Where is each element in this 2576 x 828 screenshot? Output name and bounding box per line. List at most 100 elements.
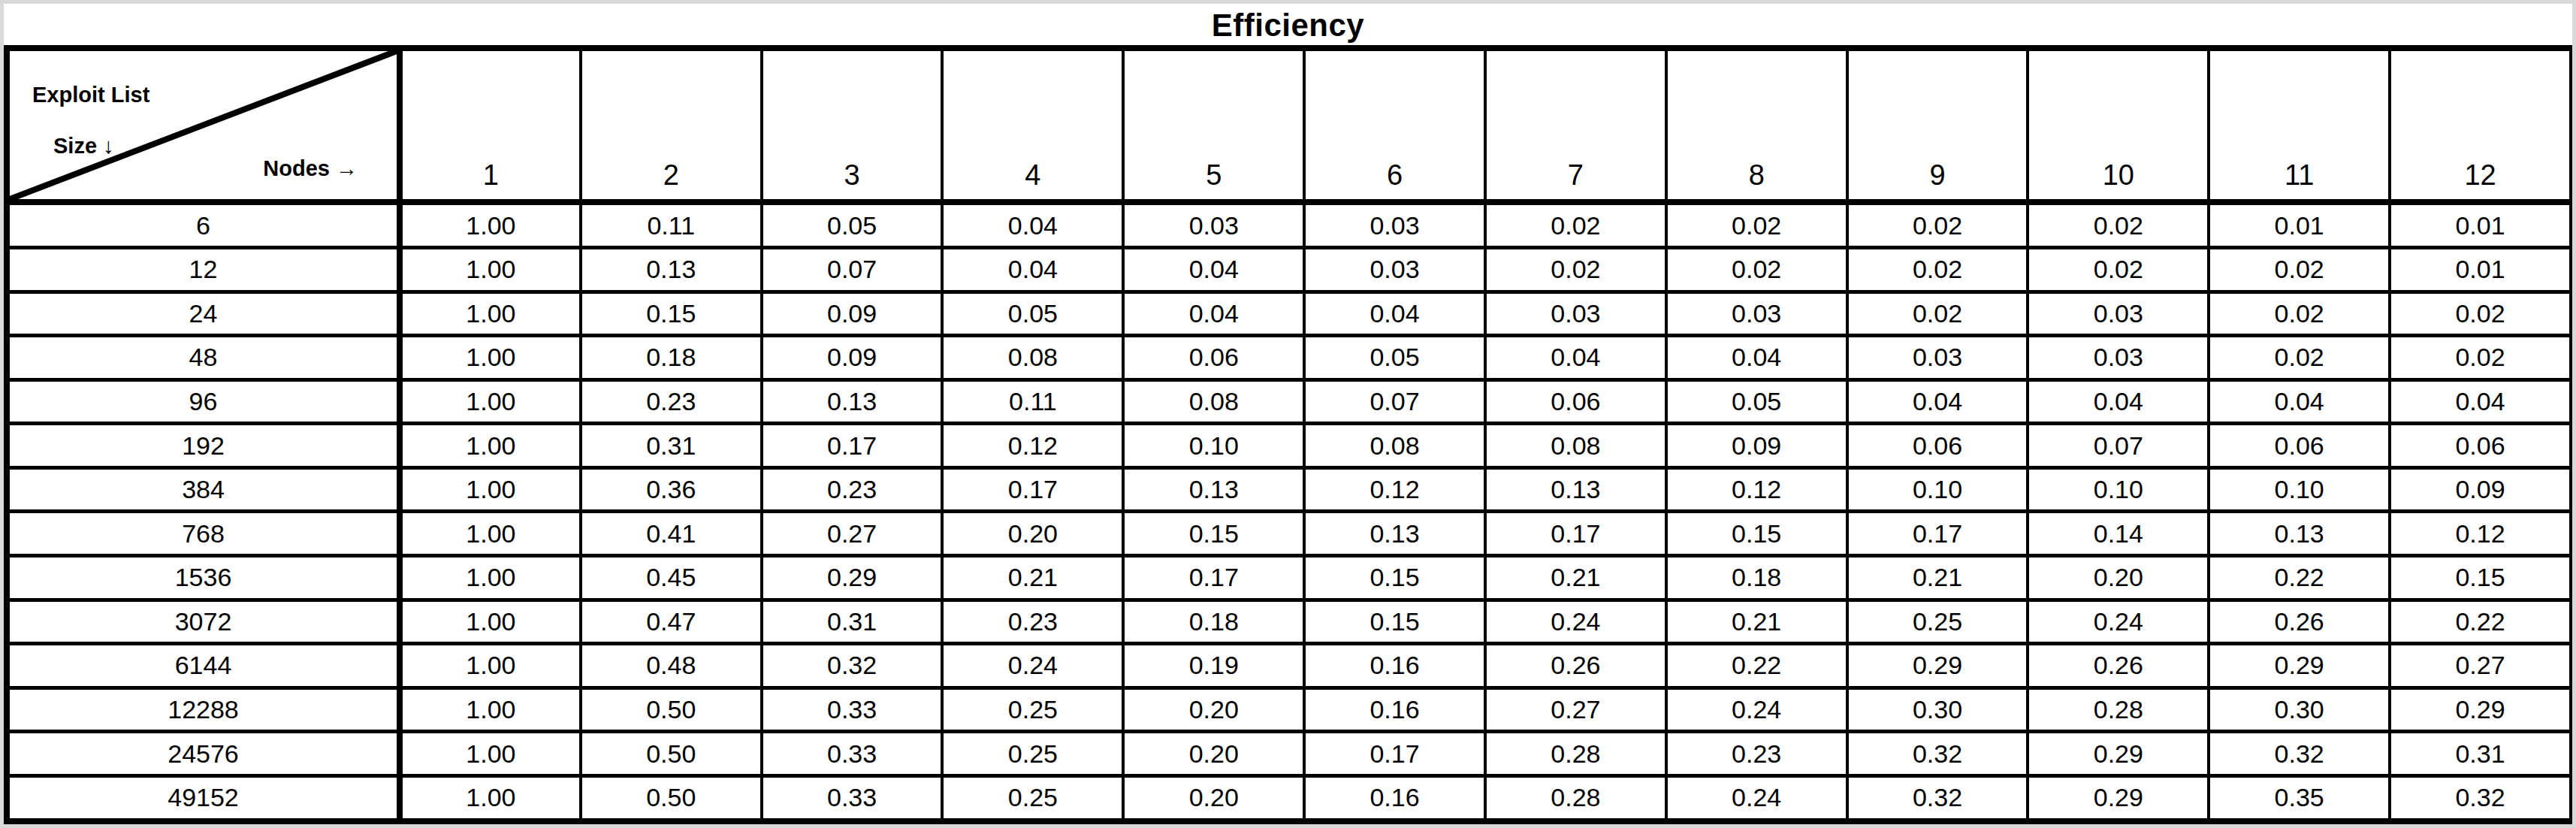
cell-size3072-node12: 0.22	[2390, 600, 2571, 644]
cell-size3072-node3: 0.31	[762, 600, 943, 644]
cell-size6144-node7: 0.26	[1485, 644, 1666, 688]
cell-size384-node8: 0.12	[1666, 467, 1847, 512]
table-row-size-192: 1921.000.310.170.120.100.080.080.090.060…	[7, 424, 2571, 468]
cell-size24-node9: 0.02	[1847, 292, 2028, 336]
cell-size3072-node5: 0.18	[1123, 600, 1304, 644]
cell-size12288-node1: 1.00	[400, 687, 581, 732]
row-label: 24576	[7, 732, 400, 776]
cell-size6144-node4: 0.24	[942, 644, 1123, 688]
cell-size96-node12: 0.04	[2390, 379, 2571, 424]
cell-size6144-node5: 0.19	[1123, 644, 1304, 688]
row-label: 192	[7, 424, 400, 468]
cell-size96-node4: 0.11	[942, 379, 1123, 424]
cell-size6-node3: 0.05	[762, 202, 943, 248]
cell-size768-node3: 0.27	[762, 512, 943, 556]
cell-size768-node6: 0.13	[1304, 512, 1485, 556]
table-row-size-1536: 15361.000.450.290.210.170.150.210.180.21…	[7, 556, 2571, 600]
cell-size24-node7: 0.03	[1485, 292, 1666, 336]
column-header-10: 10	[2028, 48, 2209, 202]
column-header-11: 11	[2209, 48, 2390, 202]
cell-size12-node12: 0.01	[2390, 248, 2571, 292]
cell-size24-node10: 0.03	[2028, 292, 2209, 336]
cell-size24-node8: 0.03	[1666, 292, 1847, 336]
row-label: 3072	[7, 600, 400, 644]
cell-size49152-node4: 0.25	[942, 775, 1123, 821]
cell-size96-node9: 0.04	[1847, 379, 2028, 424]
cell-size96-node11: 0.04	[2209, 379, 2390, 424]
cell-size1536-node1: 1.00	[400, 556, 581, 600]
cell-size768-node5: 0.15	[1123, 512, 1304, 556]
row-label: 768	[7, 512, 400, 556]
cell-size48-node9: 0.03	[1847, 336, 2028, 380]
cell-size6144-node9: 0.29	[1847, 644, 2028, 688]
cell-size6144-node8: 0.22	[1666, 644, 1847, 688]
corner-cell: Exploit List Size ↓ Nodes →	[7, 48, 400, 202]
cell-size1536-node9: 0.21	[1847, 556, 2028, 600]
row-label: 6	[7, 202, 400, 248]
cell-size384-node1: 1.00	[400, 467, 581, 512]
cell-size384-node7: 0.13	[1485, 467, 1666, 512]
cell-size12288-node11: 0.30	[2209, 687, 2390, 732]
table-row-size-49152: 491521.000.500.330.250.200.160.280.240.3…	[7, 775, 2571, 821]
cell-size24-node12: 0.02	[2390, 292, 2571, 336]
column-header-9: 9	[1847, 48, 2028, 202]
cell-size192-node2: 0.31	[581, 424, 762, 468]
cell-size1536-node3: 0.29	[762, 556, 943, 600]
table-row-size-768: 7681.000.410.270.200.150.130.170.150.170…	[7, 512, 2571, 556]
cell-size768-node7: 0.17	[1485, 512, 1666, 556]
cell-size24-node3: 0.09	[762, 292, 943, 336]
cell-size48-node4: 0.08	[942, 336, 1123, 380]
cell-size24576-node12: 0.31	[2390, 732, 2571, 776]
cell-size96-node7: 0.06	[1485, 379, 1666, 424]
row-label: 12	[7, 248, 400, 292]
cell-size192-node1: 1.00	[400, 424, 581, 468]
efficiency-table-screenshot: Efficiency Exploit List Size ↓ Nodes → 1…	[0, 0, 2576, 828]
cell-size24576-node6: 0.17	[1304, 732, 1485, 776]
cell-size768-node12: 0.12	[2390, 512, 2571, 556]
cell-size192-node8: 0.09	[1666, 424, 1847, 468]
column-header-4: 4	[942, 48, 1123, 202]
corner-label-nodes-right-arrow: Nodes →	[263, 158, 358, 180]
cell-size768-node8: 0.15	[1666, 512, 1847, 556]
cell-size1536-node6: 0.15	[1304, 556, 1485, 600]
cell-size192-node5: 0.10	[1123, 424, 1304, 468]
cell-size48-node2: 0.18	[581, 336, 762, 380]
cell-size24-node2: 0.15	[581, 292, 762, 336]
cell-size48-node1: 1.00	[400, 336, 581, 380]
cell-size192-node9: 0.06	[1847, 424, 2028, 468]
cell-size12288-node3: 0.33	[762, 687, 943, 732]
cell-size6-node10: 0.02	[2028, 202, 2209, 248]
cell-size12-node6: 0.03	[1304, 248, 1485, 292]
cell-size12-node9: 0.02	[1847, 248, 2028, 292]
cell-size6144-node11: 0.29	[2209, 644, 2390, 688]
cell-size12288-node6: 0.16	[1304, 687, 1485, 732]
cell-size12288-node12: 0.29	[2390, 687, 2571, 732]
column-header-7: 7	[1485, 48, 1666, 202]
table-title: Efficiency	[4, 4, 2572, 45]
cell-size192-node10: 0.07	[2028, 424, 2209, 468]
cell-size12-node4: 0.04	[942, 248, 1123, 292]
cell-size12-node5: 0.04	[1123, 248, 1304, 292]
cell-size1536-node12: 0.15	[2390, 556, 2571, 600]
cell-size49152-node3: 0.33	[762, 775, 943, 821]
cell-size96-node2: 0.23	[581, 379, 762, 424]
cell-size96-node10: 0.04	[2028, 379, 2209, 424]
cell-size192-node3: 0.17	[762, 424, 943, 468]
cell-size12-node7: 0.02	[1485, 248, 1666, 292]
cell-size49152-node6: 0.16	[1304, 775, 1485, 821]
cell-size384-node10: 0.10	[2028, 467, 2209, 512]
cell-size384-node12: 0.09	[2390, 467, 2571, 512]
column-header-8: 8	[1666, 48, 1847, 202]
cell-size49152-node8: 0.24	[1666, 775, 1847, 821]
cell-size48-node3: 0.09	[762, 336, 943, 380]
cell-size6-node9: 0.02	[1847, 202, 2028, 248]
cell-size384-node9: 0.10	[1847, 467, 2028, 512]
cell-size384-node6: 0.12	[1304, 467, 1485, 512]
cell-size24576-node8: 0.23	[1666, 732, 1847, 776]
cell-size24-node4: 0.05	[942, 292, 1123, 336]
table-row-size-96: 961.000.230.130.110.080.070.060.050.040.…	[7, 379, 2571, 424]
cell-size3072-node9: 0.25	[1847, 600, 2028, 644]
cell-size96-node1: 1.00	[400, 379, 581, 424]
row-label: 48	[7, 336, 400, 380]
row-label: 1536	[7, 556, 400, 600]
